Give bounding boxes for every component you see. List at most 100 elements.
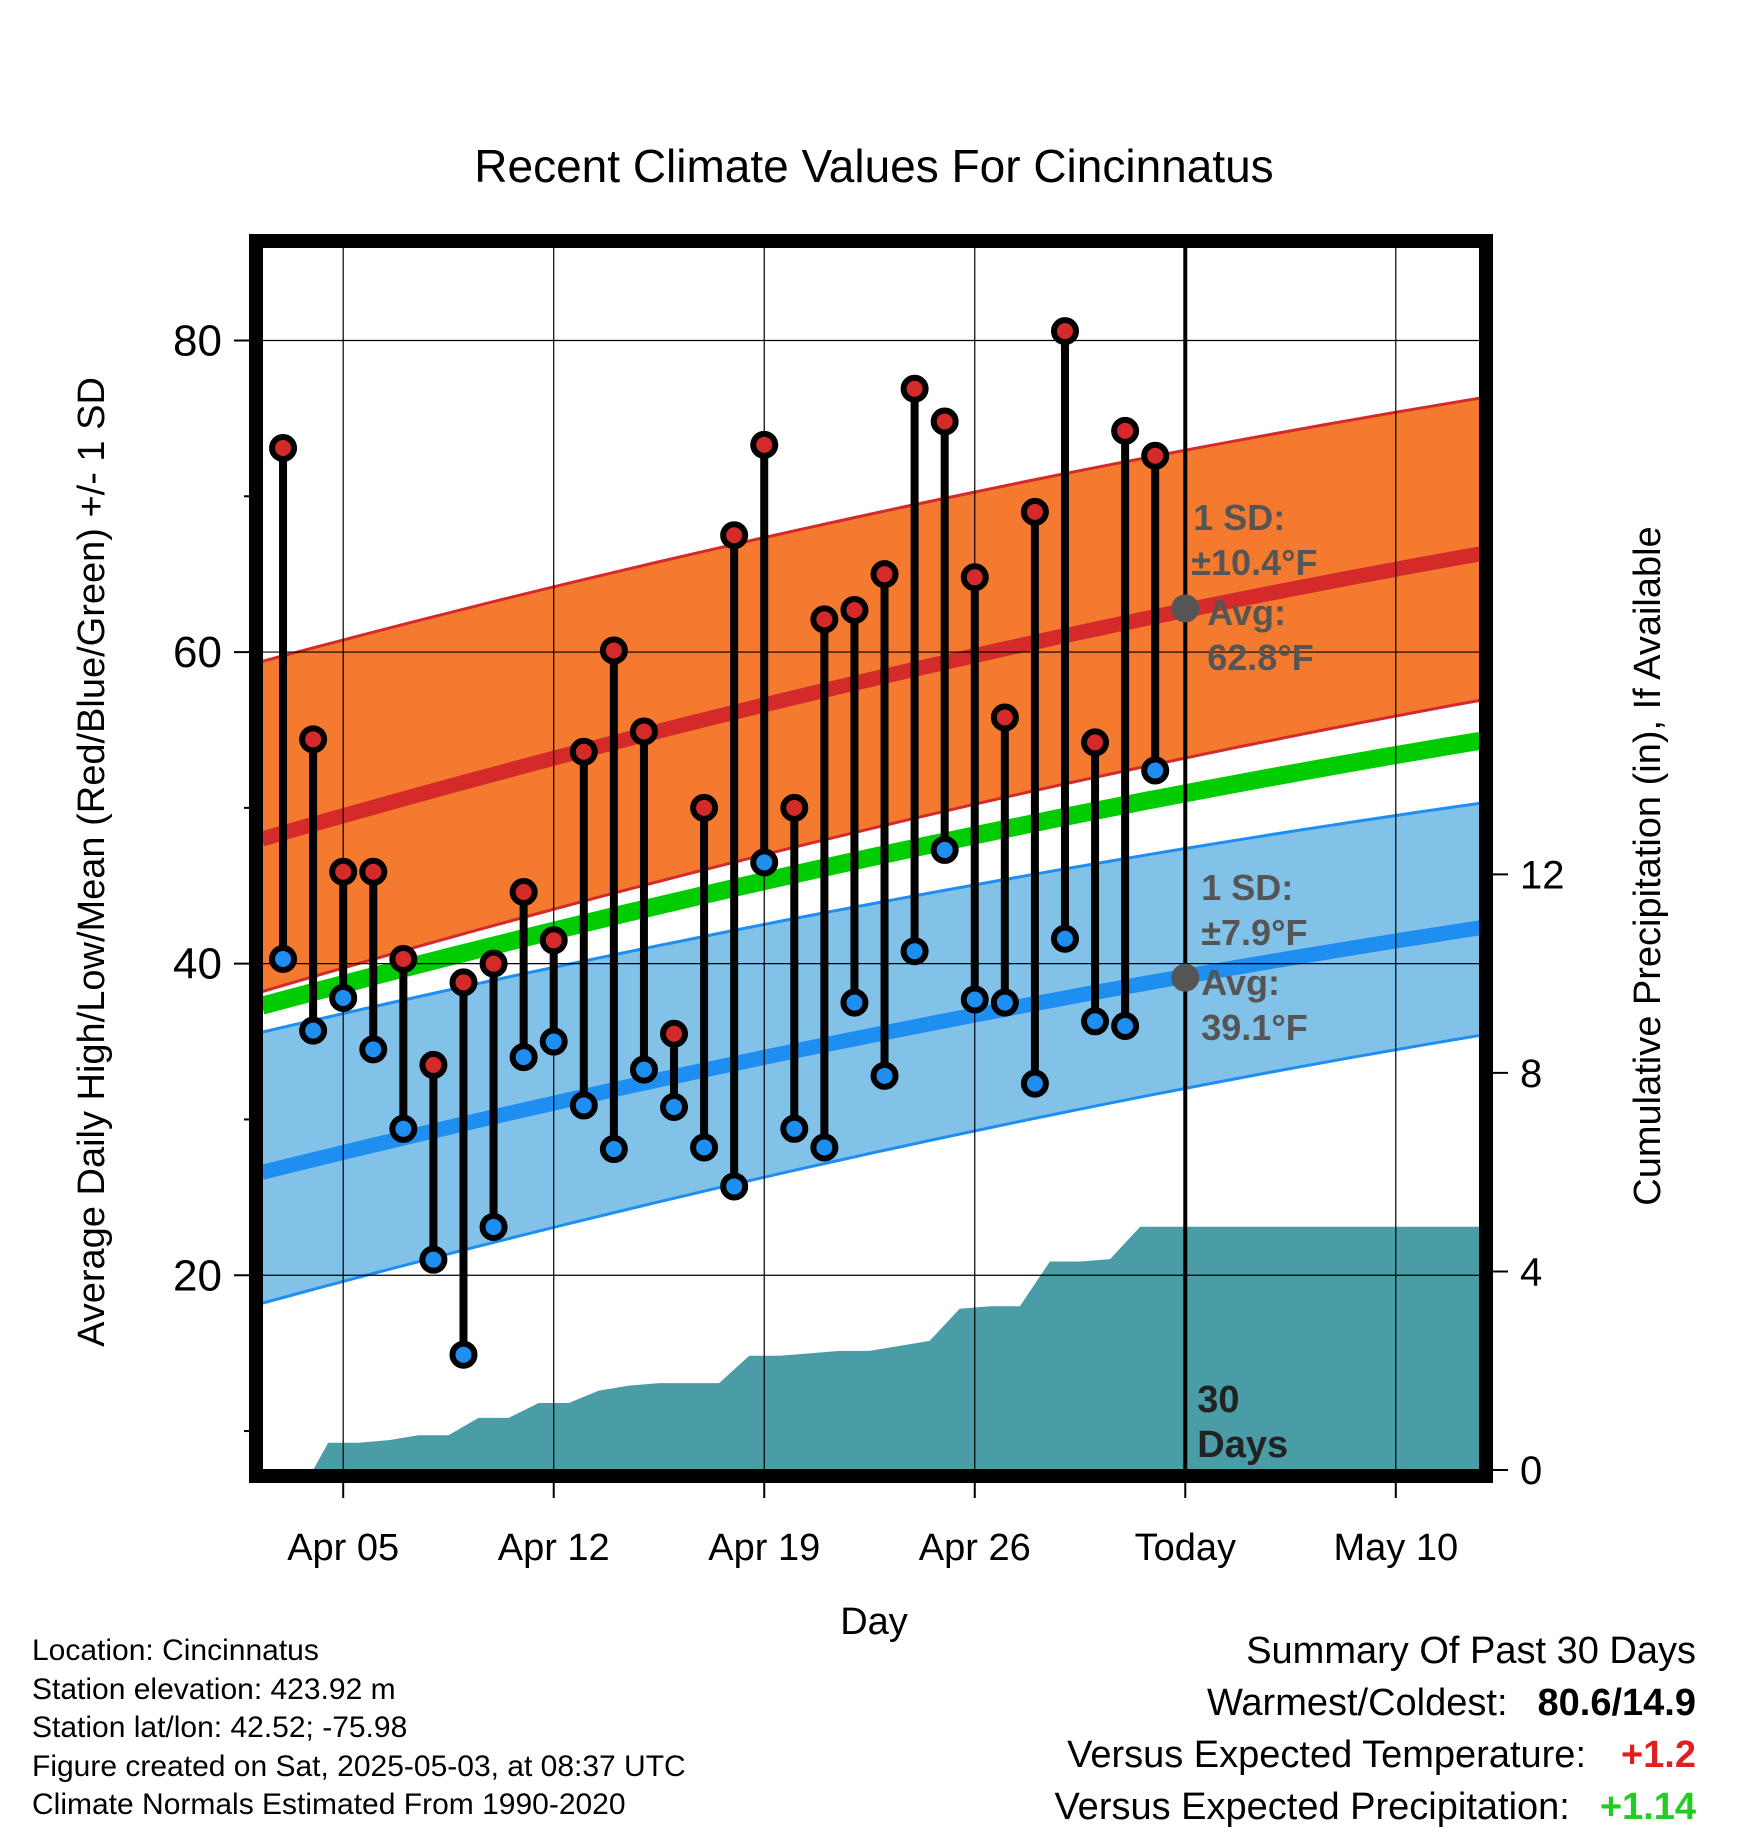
- daily-low-point: [990, 988, 1019, 1017]
- low-sd-label: 1 SD:: [1201, 867, 1293, 908]
- daily-high-point: [750, 430, 779, 459]
- precip-area: [313, 1226, 1480, 1470]
- low-sd-value: ±7.9°F: [1201, 912, 1307, 953]
- high-lower-line: [262, 698, 1480, 994]
- daily-high-point: [1111, 416, 1140, 445]
- daily-low-point: [780, 1114, 809, 1143]
- daily-low-point: [750, 848, 779, 877]
- daily-low-point: [539, 1027, 568, 1056]
- daily-high-point: [1081, 728, 1110, 757]
- x-tick-label: Apr 26: [919, 1527, 1031, 1569]
- daily-high-point: [629, 717, 658, 746]
- low-avg-label: Avg:: [1201, 962, 1280, 1003]
- daily-low-point: [900, 937, 929, 966]
- daily-low-point: [840, 988, 869, 1017]
- temp-label: Versus Expected Temperature:: [1067, 1734, 1586, 1776]
- daily-low-point: [1111, 1011, 1140, 1040]
- station-info: Location: Cincinnatus Station elevation:…: [32, 1632, 686, 1825]
- daily-high-point: [930, 407, 959, 436]
- precip-label: Versus Expected Precipitation:: [1054, 1786, 1570, 1828]
- daily-low-point: [1141, 756, 1170, 785]
- x-tick-label: Apr 19: [708, 1527, 820, 1569]
- x-tick-label: May 10: [1333, 1527, 1458, 1569]
- low-avg-marker: [1171, 963, 1200, 992]
- summary-precip-row: Versus Expected Precipitation: +1.14: [1054, 1781, 1696, 1833]
- precip-value: +1.14: [1599, 1786, 1696, 1828]
- daily-high-point: [1020, 497, 1049, 526]
- mean-normal-line: [262, 732, 1480, 1015]
- daily-low-point: [1050, 924, 1079, 953]
- low-sd-band: [262, 803, 1480, 1304]
- daily-high-point: [569, 737, 598, 766]
- daily-low-point: [389, 1114, 418, 1143]
- daily-low-point: [569, 1091, 598, 1120]
- daily-high-point: [780, 793, 809, 822]
- daily-high-point: [1141, 441, 1170, 470]
- daily-low-point: [1081, 1007, 1110, 1036]
- warmest-value: 80.6/14.9: [1537, 1682, 1696, 1724]
- daily-high-point: [299, 725, 328, 754]
- summary-panel: Summary Of Past 30 Days Warmest/Coldest:…: [1054, 1625, 1696, 1833]
- daily-low-point: [690, 1133, 719, 1162]
- y2-tick-label: 12: [1520, 853, 1565, 897]
- daily-high-point: [269, 433, 298, 462]
- daily-low-point: [810, 1133, 839, 1162]
- y2-tick-label: 4: [1520, 1250, 1542, 1294]
- daily-high-point: [690, 793, 719, 822]
- daily-high-point: [539, 926, 568, 955]
- daily-high-point: [449, 968, 478, 997]
- x-tick-label: Apr 12: [498, 1527, 610, 1569]
- daily-high-point: [840, 596, 869, 625]
- x-axis-label: Day: [840, 1601, 908, 1643]
- daily-high-point: [329, 857, 358, 886]
- daily-high-point: [509, 877, 538, 906]
- daily-low-point: [1020, 1069, 1049, 1098]
- y-tick-label: 60: [173, 628, 222, 677]
- daily-high-point: [900, 374, 929, 403]
- daily-low-point: [269, 944, 298, 973]
- daily-high-point: [599, 636, 628, 665]
- x-tick-label: Apr 05: [287, 1527, 399, 1569]
- created-text: Figure created on Sat, 2025-05-03, at 08…: [32, 1749, 686, 1783]
- temp-value: +1.2: [1620, 1734, 1696, 1776]
- daily-low-point: [479, 1212, 508, 1241]
- y-tick-label: 80: [173, 316, 222, 365]
- y2-tick-label: 0: [1520, 1449, 1542, 1493]
- daily-low-point: [299, 1016, 328, 1045]
- daily-high-point: [960, 563, 989, 592]
- daily-high-point: [479, 949, 508, 978]
- summary-heading: Summary Of Past 30 Days: [1246, 1630, 1696, 1672]
- plot-frame: [249, 234, 1493, 1483]
- y2-axis-label: Cumulative Precipitation (in), If Availa…: [1627, 526, 1669, 1205]
- y-axis-label: Average Daily High/Low/Mean (Red/Blue/Gr…: [71, 377, 113, 1347]
- daily-low-point: [329, 983, 358, 1012]
- daily-high-point: [870, 560, 899, 589]
- x-tick-label: Today: [1135, 1527, 1236, 1569]
- daily-low-point: [930, 835, 959, 864]
- high-upper-line: [262, 396, 1480, 663]
- location-text: Location: Cincinnatus: [32, 1634, 319, 1667]
- y2-tick-label: 8: [1520, 1052, 1542, 1096]
- high-avg-label: Avg:: [1207, 592, 1286, 633]
- daily-low-point: [870, 1061, 899, 1090]
- daily-low-point: [960, 985, 989, 1014]
- chart-title: Recent Climate Values For Cincinnatus: [474, 140, 1273, 192]
- daily-low-point: [660, 1092, 689, 1121]
- y-tick-label: 20: [173, 1251, 222, 1300]
- warmest-label: Warmest/Coldest:: [1206, 1682, 1508, 1724]
- days-word-label: Days: [1197, 1424, 1288, 1466]
- daily-low-point: [359, 1035, 388, 1064]
- daily-high-point: [660, 1019, 689, 1048]
- daily-low-point: [449, 1340, 478, 1369]
- daily-low-point: [720, 1172, 749, 1201]
- daily-high-point: [810, 605, 839, 634]
- high-sd-value: ±10.4°F: [1191, 542, 1317, 583]
- elevation-text: Station elevation: 423.92 m: [32, 1672, 396, 1706]
- daily-low-point: [599, 1135, 628, 1164]
- daily-high-point: [389, 944, 418, 973]
- daily-high-point: [1050, 317, 1079, 346]
- high-sd-label: 1 SD:: [1193, 497, 1285, 538]
- y-tick-label: 40: [173, 940, 222, 989]
